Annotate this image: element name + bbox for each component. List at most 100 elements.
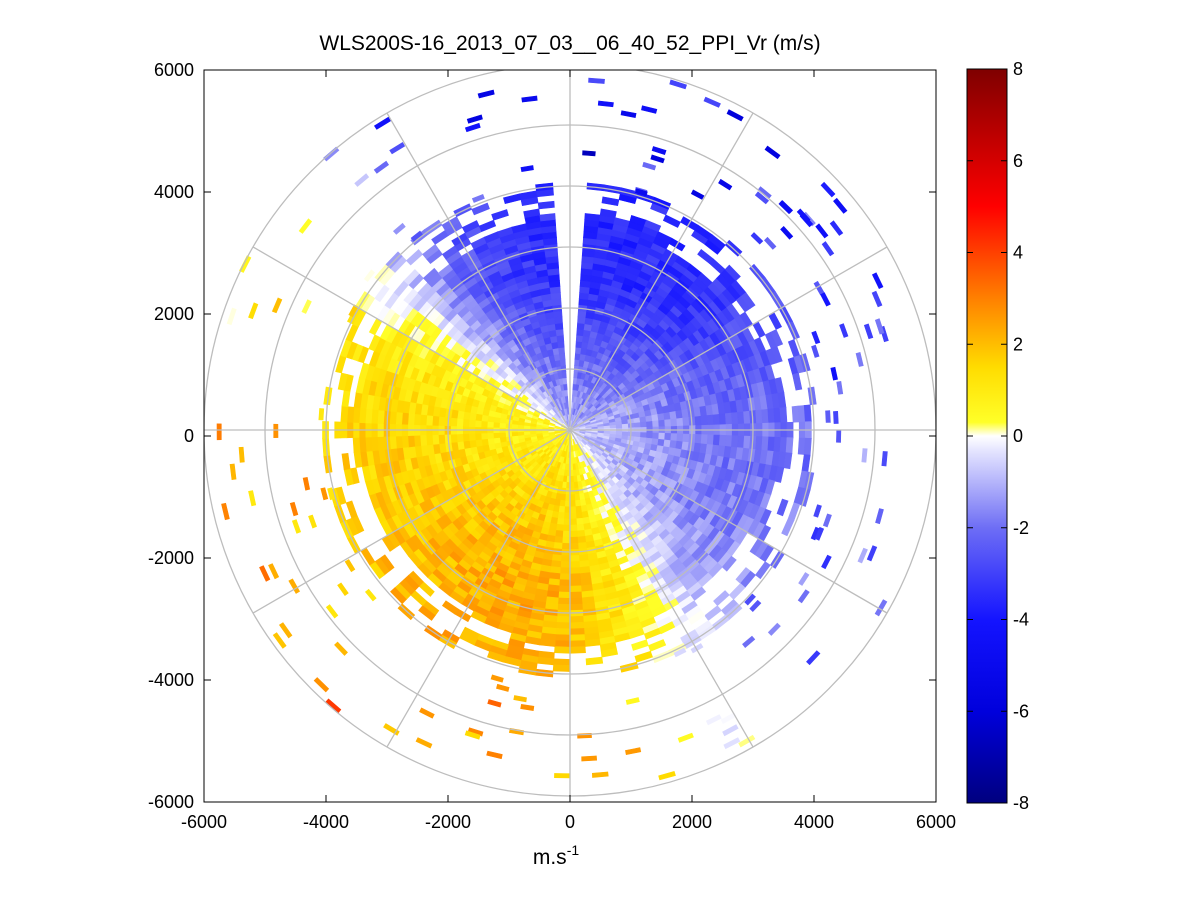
x-ticks: -6000 -4000 -2000 0 2000 4000 6000	[181, 70, 956, 832]
velocity-cell	[573, 481, 579, 489]
velocity-cell	[511, 431, 519, 437]
velocity-cell	[431, 415, 440, 426]
velocity-cell	[563, 512, 571, 520]
velocity-cell	[569, 573, 581, 581]
velocity-cell	[779, 406, 788, 423]
velocity-cell	[556, 334, 565, 343]
velocity-cell	[569, 561, 580, 569]
velocity-cell	[539, 213, 556, 222]
velocity-cell	[513, 695, 527, 703]
velocity-cell	[569, 640, 586, 648]
velocity-cell	[720, 712, 737, 725]
velocity-cell	[462, 433, 470, 442]
velocity-cell	[490, 674, 504, 683]
velocity-cell	[418, 605, 436, 621]
velocity-cell	[574, 493, 581, 501]
x-tick-label: 0	[565, 812, 575, 832]
velocity-cell	[857, 547, 868, 564]
velocity-cell	[564, 389, 568, 397]
velocity-cell	[797, 589, 810, 604]
y-ticks: 6000 4000 2000 0 -2000 -4000 -6000	[148, 60, 936, 812]
velocity-cell	[815, 223, 829, 239]
velocity-cell	[555, 628, 571, 636]
velocity-cell	[635, 188, 648, 197]
velocity-cell	[477, 89, 495, 99]
velocity-cell	[520, 165, 534, 172]
velocity-cell	[486, 432, 494, 440]
velocity-cell	[464, 122, 481, 133]
velocity-cell	[781, 517, 795, 537]
velocity-cell	[620, 110, 637, 118]
velocity-cell	[229, 463, 237, 481]
velocity-cell	[226, 307, 237, 326]
velocity-cell	[778, 200, 793, 215]
velocity-cell	[415, 737, 433, 749]
velocity-cell	[780, 225, 794, 240]
velocity-cell	[288, 578, 301, 594]
velocity-cell	[344, 559, 356, 573]
velocity-cell	[413, 413, 422, 426]
velocity-cell	[498, 431, 507, 438]
velocity-cell	[703, 96, 721, 108]
radial-line	[252, 246, 571, 431]
velocity-cell	[557, 597, 571, 605]
chart-title: WLS200S-16_2013_07_03__06_40_52_PPI_Vr (…	[319, 32, 820, 55]
velocity-cell	[487, 437, 495, 445]
velocity-cell	[419, 707, 435, 719]
velocity-cell	[774, 466, 785, 483]
velocity-cell	[639, 416, 647, 423]
velocity-cell	[425, 414, 434, 426]
velocity-cell	[820, 181, 836, 198]
velocity-cell	[833, 410, 839, 424]
velocity-cell	[836, 381, 844, 395]
velocity-cell	[559, 567, 571, 575]
velocity-cell	[554, 529, 564, 538]
radial-line	[569, 246, 888, 431]
velocity-cell	[556, 615, 571, 624]
velocity-cell	[803, 437, 812, 456]
velocity-cell	[337, 582, 349, 597]
velocity-cell	[569, 524, 578, 532]
velocity-cell	[248, 490, 257, 507]
colorbar-tick-label: 2	[1013, 334, 1023, 354]
velocity-cell	[712, 413, 721, 426]
y-tick-label: 2000	[154, 304, 194, 324]
velocity-cell	[833, 197, 848, 214]
velocity-cell	[625, 747, 642, 756]
velocity-cell	[866, 545, 878, 562]
velocity-cell	[273, 423, 279, 439]
velocity-cell	[806, 650, 821, 666]
velocity-cell	[471, 194, 485, 203]
x-tick-label: -2000	[425, 812, 471, 832]
velocity-cell	[474, 419, 482, 428]
velocity-cell	[599, 208, 617, 218]
velocity-cell	[651, 146, 667, 155]
velocity-cell	[403, 268, 420, 286]
velocity-cell	[575, 517, 584, 526]
velocity-cell	[392, 222, 406, 235]
velocity-cell	[810, 526, 821, 541]
velocity-cell	[422, 267, 439, 284]
velocity-cell	[390, 587, 407, 605]
velocity-cell	[466, 114, 483, 124]
velocity-cell	[563, 383, 568, 391]
velocity-cell	[517, 431, 525, 436]
velocity-cell	[301, 299, 312, 314]
velocity-cell	[562, 377, 568, 385]
velocity-cell	[563, 506, 571, 514]
velocity-cell	[352, 437, 361, 454]
velocity-cell	[569, 597, 583, 605]
velocity-cell	[523, 431, 531, 436]
velocity-cell	[569, 621, 585, 630]
velocity-cell	[557, 340, 565, 349]
velocity-cell	[480, 420, 488, 428]
velocity-cell	[640, 432, 648, 439]
velocity-cell	[755, 561, 771, 580]
velocity-cell	[740, 292, 756, 310]
velocity-cell	[491, 209, 509, 221]
velocity-cell	[742, 635, 756, 649]
x-axis-label-exponent: -1	[567, 842, 580, 858]
velocity-cell	[658, 432, 666, 441]
velocity-cell	[499, 436, 507, 443]
velocity-cell	[450, 417, 458, 427]
